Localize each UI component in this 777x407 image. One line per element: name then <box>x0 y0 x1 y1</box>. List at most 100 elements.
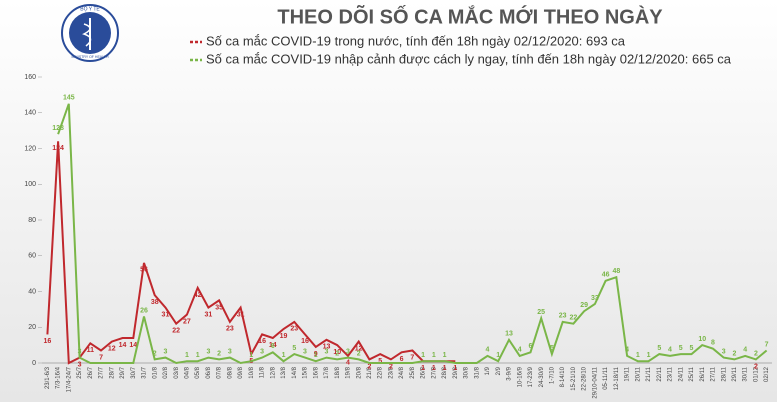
x-tick-label: 31/7 <box>142 366 148 378</box>
x-tick-label: 08/8 <box>227 366 233 378</box>
data-label: 13 <box>323 344 331 351</box>
data-label: 3 <box>303 348 307 355</box>
chart-title: THEO DÕI SỐ CA MẮC MỚI THEO NGÀY <box>277 4 663 28</box>
data-label: 2 <box>367 363 371 370</box>
x-tick-label: 25/8 <box>410 366 416 378</box>
x-tick-label: 25/7 <box>77 366 83 378</box>
data-label: 1 <box>314 352 318 359</box>
data-label: 3 <box>346 348 350 355</box>
data-label: 13 <box>505 331 513 338</box>
x-tick-label: 03/8 <box>174 366 180 378</box>
data-label: 2 <box>217 350 221 357</box>
x-tick-label: 07/8 <box>217 366 223 378</box>
x-tick-label: 17-23/9 <box>528 366 534 387</box>
data-label: 16 <box>43 338 51 345</box>
data-label: 3 <box>78 361 82 368</box>
x-tick-label: 15-21/10 <box>571 366 577 390</box>
data-label: 1 <box>432 365 436 372</box>
data-label: 5 <box>679 345 683 352</box>
data-label: 8 <box>711 340 715 347</box>
data-label: 27 <box>183 319 191 326</box>
x-tick-label: 23/11 <box>668 366 674 381</box>
data-label: 1 <box>496 352 500 359</box>
y-tick-label: 100 <box>24 181 36 188</box>
x-tick-label: 05/8 <box>195 366 201 378</box>
x-tick-label: 1/9 <box>485 366 491 375</box>
data-label: 2 <box>732 350 736 357</box>
data-label: 4 <box>518 347 522 354</box>
x-tick-label: 09/8 <box>238 366 244 378</box>
data-label: 1 <box>647 352 651 359</box>
x-tick-label: 26/7 <box>88 366 94 378</box>
data-label: 6 <box>529 343 533 350</box>
data-label: 1 <box>636 352 640 359</box>
x-tick-label: 24/11 <box>678 366 684 381</box>
data-label: 2 <box>335 350 339 357</box>
y-tick-label: 80 <box>28 217 36 224</box>
data-label: 16 <box>258 338 266 345</box>
x-tick-label: 01/12 <box>753 366 759 382</box>
x-tick-label: 26/8 <box>421 366 427 378</box>
x-tick-label: 02/12 <box>764 366 770 382</box>
data-label: 48 <box>612 268 620 275</box>
data-label: 4 <box>486 347 490 354</box>
data-label: 2 <box>389 363 393 370</box>
data-label: 1 <box>432 352 436 359</box>
x-tick-label: 15/8 <box>303 366 309 378</box>
data-label: 16 <box>301 338 309 345</box>
data-label: 3 <box>228 348 232 355</box>
data-label: 10 <box>698 336 706 343</box>
data-label: 23 <box>559 313 567 320</box>
y-tick-label: 20 <box>28 324 36 331</box>
data-label: 4 <box>625 347 629 354</box>
x-tick-label: 21/8 <box>367 366 373 378</box>
data-label: 2 <box>357 350 361 357</box>
x-tick-label: 26/11 <box>700 366 706 381</box>
data-label: 7 <box>99 354 103 361</box>
x-tick-label: 17/4-24/7 <box>66 366 72 392</box>
data-label: 3 <box>78 348 82 355</box>
x-tick-label: 1-7/10 <box>550 366 556 384</box>
data-label: 5 <box>657 345 661 352</box>
data-label: 1 <box>185 352 189 359</box>
x-tick-label: 01/8 <box>152 366 158 378</box>
data-label: 7 <box>410 354 414 361</box>
data-label: 3 <box>722 348 726 355</box>
x-tick-label: 8-14/10 <box>560 366 566 387</box>
x-tick-label: 29/10-04/11 <box>592 366 598 398</box>
data-label: 3 <box>325 348 329 355</box>
x-tick-label: 24-30/9 <box>539 366 545 387</box>
y-tick-label: 140 <box>24 110 36 117</box>
data-label: 38 <box>151 299 159 306</box>
x-tick-label: 18/8 <box>335 366 341 378</box>
x-tick-label: 25/11 <box>689 366 695 381</box>
x-tick-label: 10-16/9 <box>517 366 523 387</box>
data-label: 1 <box>421 365 425 372</box>
x-tick-label: 12/8 <box>270 366 276 378</box>
logo: BỘ Y TẾ MINISTRY OF HEALTH <box>61 4 119 62</box>
data-label: 2 <box>754 363 758 370</box>
data-label: 5 <box>378 358 382 365</box>
data-label: 3 <box>260 348 264 355</box>
x-tick-label: 05-11/11 <box>603 366 609 389</box>
x-tick-label: 04/8 <box>185 366 191 378</box>
data-label: 12 <box>108 345 116 352</box>
data-label: 26 <box>140 307 148 314</box>
data-label: 6 <box>271 343 275 350</box>
logo-top: BỘ Y TẾ <box>80 5 100 12</box>
x-tick-label: 27/8 <box>431 366 437 378</box>
x-tick-label: 02/8 <box>163 366 169 378</box>
y-tick-label: 60 <box>28 253 36 260</box>
x-tick-label: 12-18/11 <box>614 366 620 390</box>
x-tick-label: 23/8 <box>388 366 394 378</box>
data-label: 6 <box>400 356 404 363</box>
x-tick-label: 20/8 <box>356 366 362 378</box>
data-label: 1 <box>421 352 425 359</box>
x-tick-label: 10/8 <box>249 366 255 378</box>
data-label: 4 <box>346 360 350 367</box>
y-tick-label: 40 <box>28 288 36 295</box>
data-label: 3 <box>206 348 210 355</box>
data-label: 25 <box>537 309 545 316</box>
x-tick-label: 06/8 <box>206 366 212 378</box>
